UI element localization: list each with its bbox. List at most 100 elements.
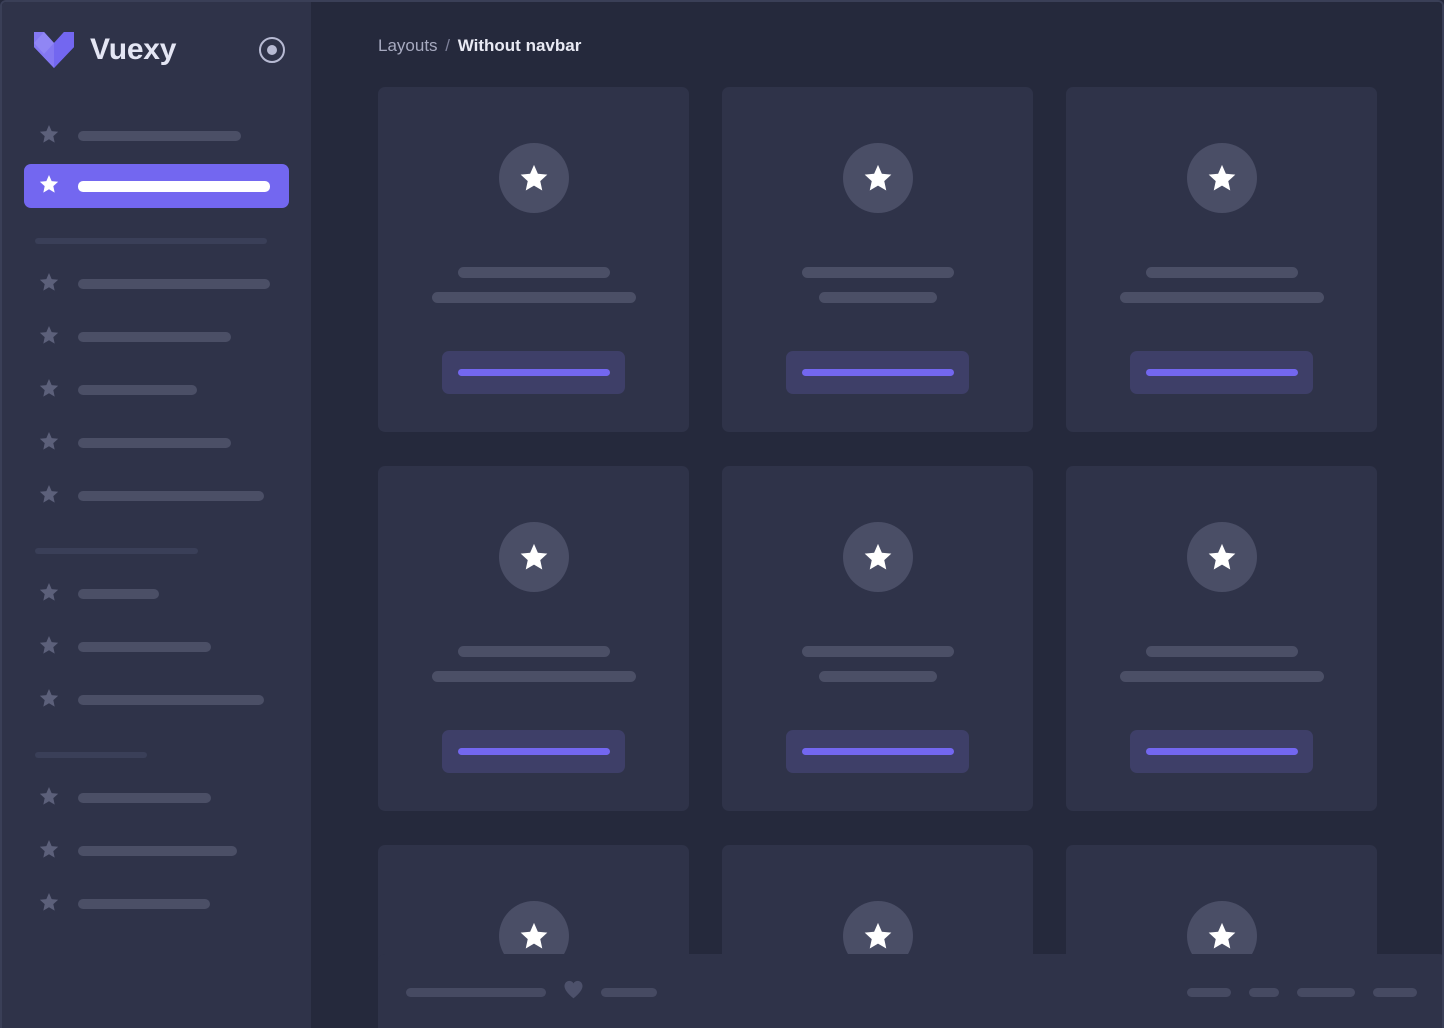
star-glyph xyxy=(39,892,59,911)
card-subtitle-placeholder xyxy=(431,671,636,682)
sidebar-item-label-placeholder xyxy=(78,279,270,289)
star-icon xyxy=(38,634,60,661)
vuexy-v-logo-icon[interactable] xyxy=(32,30,76,70)
card-title-placeholder xyxy=(457,267,610,278)
avatar xyxy=(498,143,569,213)
content-card[interactable] xyxy=(1066,87,1377,432)
card-subtitle-placeholder xyxy=(818,292,937,303)
star-glyph xyxy=(39,174,59,193)
button-label-placeholder xyxy=(801,369,954,376)
card-action-button[interactable] xyxy=(1130,351,1313,394)
sidebar-section-header xyxy=(35,752,147,758)
star-icon xyxy=(38,483,60,510)
circle-dot-icon[interactable] xyxy=(259,37,285,63)
breadcrumb-parent[interactable]: Layouts xyxy=(378,36,438,55)
star-icon xyxy=(38,377,60,404)
sidebar: Vuexy xyxy=(2,2,311,1028)
card-action-button[interactable] xyxy=(786,730,969,773)
toggle-dot xyxy=(267,45,277,55)
sidebar-item[interactable] xyxy=(24,829,289,873)
sidebar-item-active[interactable] xyxy=(24,164,289,208)
button-label-placeholder xyxy=(457,748,610,755)
heart-glyph xyxy=(564,980,583,999)
sidebar-item-label-placeholder xyxy=(78,793,211,803)
sidebar-item[interactable] xyxy=(24,262,289,306)
star-glyph xyxy=(39,786,59,805)
sidebar-item[interactable] xyxy=(24,315,289,359)
star-glyph xyxy=(39,484,59,503)
avatar xyxy=(1186,522,1257,592)
star-icon xyxy=(38,687,60,714)
content-card[interactable] xyxy=(1066,466,1377,811)
sidebar-item-label-placeholder xyxy=(78,899,210,909)
sidebar-item-label-placeholder xyxy=(78,438,231,448)
card-title-placeholder xyxy=(801,646,954,657)
card-subtitle-placeholder xyxy=(431,292,636,303)
content-card[interactable] xyxy=(722,466,1033,811)
star-icon xyxy=(1208,164,1235,191)
card-subtitle-placeholder xyxy=(818,671,937,682)
button-label-placeholder xyxy=(801,748,954,755)
star-glyph xyxy=(39,839,59,858)
card-text-placeholders xyxy=(1066,267,1377,303)
button-label-placeholder xyxy=(457,369,610,376)
sidebar-item[interactable] xyxy=(24,776,289,820)
sidebar-item[interactable] xyxy=(24,421,289,465)
avatar xyxy=(842,522,913,592)
star-icon xyxy=(38,123,60,150)
heart-icon xyxy=(562,978,585,1006)
sidebar-section-header xyxy=(35,548,198,554)
card-title-placeholder xyxy=(1145,646,1298,657)
sidebar-section-header xyxy=(35,238,267,244)
sidebar-item-label-placeholder xyxy=(78,695,264,705)
sidebar-spacer xyxy=(24,98,289,114)
footer-right-group xyxy=(1187,987,1417,997)
sidebar-item[interactable] xyxy=(24,625,289,669)
avatar xyxy=(1186,143,1257,213)
card-text-placeholders xyxy=(722,646,1033,682)
sidebar-item-label-placeholder xyxy=(78,642,211,652)
sidebar-item[interactable] xyxy=(24,114,289,158)
sidebar-item[interactable] xyxy=(24,474,289,518)
breadcrumb: Layouts / Without navbar xyxy=(311,2,1442,56)
footer-text-placeholder xyxy=(601,987,657,997)
card-action-button[interactable] xyxy=(442,351,625,394)
button-label-placeholder xyxy=(1145,369,1298,376)
footer-link-placeholder[interactable] xyxy=(1187,987,1231,997)
star-icon xyxy=(1208,543,1235,570)
footer-bar xyxy=(378,954,1442,1028)
sidebar-header: Vuexy xyxy=(2,2,311,98)
card-title-placeholder xyxy=(801,267,954,278)
brand-title: Vuexy xyxy=(90,33,177,66)
star-icon xyxy=(520,543,547,570)
star-glyph xyxy=(39,272,59,291)
button-label-placeholder xyxy=(1145,748,1298,755)
sidebar-item[interactable] xyxy=(24,368,289,412)
card-action-button[interactable] xyxy=(786,351,969,394)
sidebar-item[interactable] xyxy=(24,678,289,722)
star-icon xyxy=(38,891,60,918)
sidebar-item-label-placeholder xyxy=(78,846,237,856)
sidebar-item[interactable] xyxy=(24,572,289,616)
star-icon xyxy=(38,430,60,457)
footer-link-placeholder[interactable] xyxy=(1249,987,1279,997)
star-glyph xyxy=(39,124,59,143)
breadcrumb-current: Without navbar xyxy=(457,36,582,55)
star-icon xyxy=(38,271,60,298)
sidebar-nav xyxy=(2,98,311,926)
content-card[interactable] xyxy=(722,87,1033,432)
card-action-button[interactable] xyxy=(442,730,625,773)
main-content: Layouts / Without navbar xyxy=(311,2,1442,1028)
star-glyph xyxy=(39,431,59,450)
footer-link-placeholder[interactable] xyxy=(1373,987,1417,997)
avatar xyxy=(498,522,569,592)
card-title-placeholder xyxy=(1145,267,1298,278)
footer-link-placeholder[interactable] xyxy=(1297,987,1355,997)
content-card[interactable] xyxy=(378,87,689,432)
sidebar-item[interactable] xyxy=(24,882,289,926)
toggle-ring xyxy=(259,37,285,63)
footer-left-group xyxy=(406,978,657,1006)
content-card[interactable] xyxy=(378,466,689,811)
card-action-button[interactable] xyxy=(1130,730,1313,773)
